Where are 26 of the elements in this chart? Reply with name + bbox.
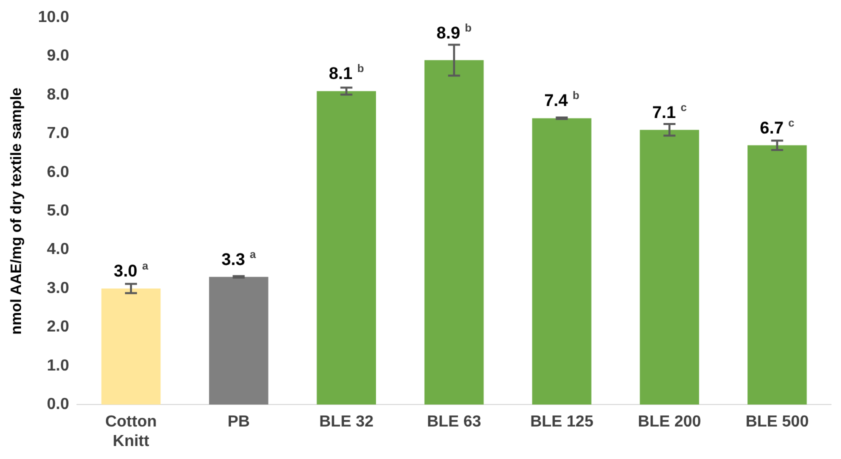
x-tick-label: BLE 32: [319, 414, 374, 431]
data-label: 7.4 b: [544, 90, 580, 110]
data-label: 3.0 a: [114, 260, 150, 280]
y-tick-label: 4.0: [46, 241, 70, 258]
data-label: 3.3 a: [221, 248, 257, 269]
y-tick-label: 10.0: [38, 9, 70, 26]
y-tick-label: 7.0: [46, 125, 70, 142]
y-axis-title: nmol AAE/mg of dry textile sample: [8, 88, 26, 335]
y-tick-label: 9.0: [46, 48, 70, 65]
y-tick-label: 1.0: [46, 357, 70, 374]
y-tick-label: 3.0: [46, 280, 70, 297]
y-tick-label: 6.0: [46, 164, 70, 181]
y-tick-label: 0.0: [46, 396, 70, 414]
x-tick-label: BLE 63: [426, 414, 482, 431]
x-tick-label: Cotton Knitt: [105, 414, 157, 450]
data-label: 7.1 c: [652, 102, 687, 122]
data-label: 6.7 c: [760, 117, 794, 138]
data-label: 8.9 b: [436, 22, 472, 43]
x-tick-label: BLE 125: [530, 414, 594, 431]
x-tick-label: BLE 500: [746, 414, 809, 431]
x-tick-label: BLE 200: [638, 414, 702, 431]
data-label: 8.1 b: [328, 63, 364, 84]
x-tick-label: PB: [228, 414, 250, 431]
y-tick-label: 8.0: [46, 86, 70, 104]
y-tick-label: 5.0: [46, 202, 70, 220]
y-tick-label: 2.0: [46, 318, 70, 336]
